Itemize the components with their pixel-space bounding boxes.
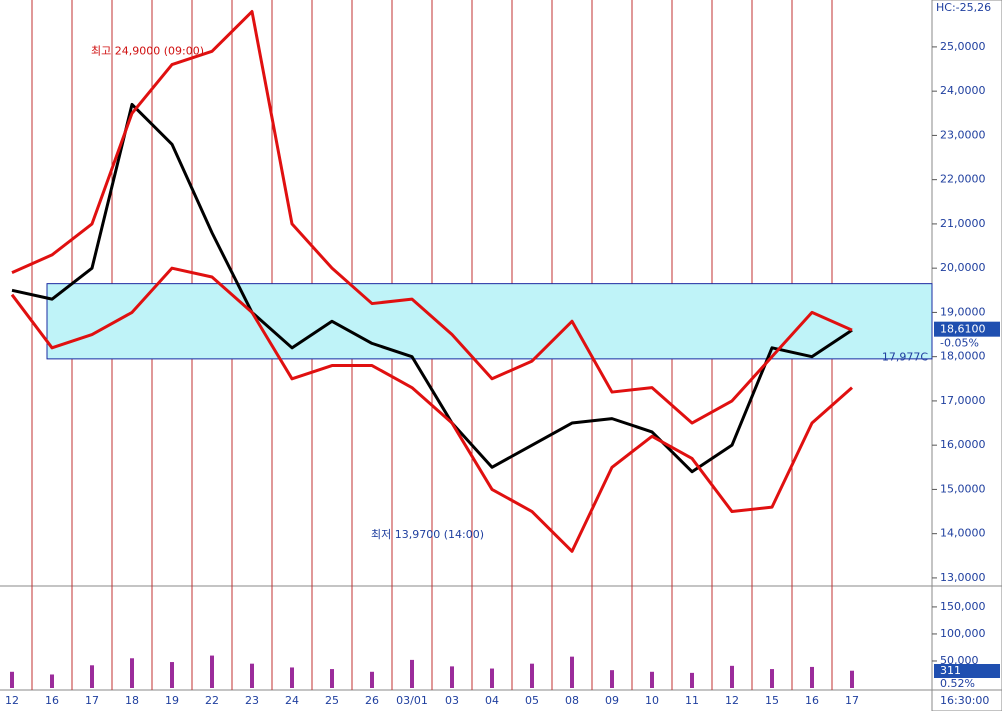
volume-last: 311 bbox=[940, 664, 961, 677]
ref-label: 17,977C bbox=[882, 351, 928, 364]
x-tick-label: 22 bbox=[205, 694, 219, 707]
time-label: 16:30:00 bbox=[940, 694, 989, 707]
x-tick-label: 10 bbox=[645, 694, 659, 707]
y-tick-label: 15,0000 bbox=[940, 482, 986, 495]
y-tick-label: 13,0000 bbox=[940, 571, 986, 584]
volume-bar bbox=[850, 670, 854, 688]
volume-bar bbox=[90, 665, 94, 688]
x-tick-label: 04 bbox=[485, 694, 499, 707]
volume-bar bbox=[690, 672, 694, 688]
volume-bar bbox=[50, 674, 54, 688]
volume-bar bbox=[370, 671, 374, 688]
volume-bar bbox=[250, 663, 254, 688]
x-tick-label: 19 bbox=[165, 694, 179, 707]
range-box bbox=[46, 283, 933, 360]
volume-bar bbox=[610, 670, 614, 688]
y-tick-label: 21,0000 bbox=[940, 217, 986, 230]
x-tick-label: 26 bbox=[365, 694, 379, 707]
x-tick-label: 17 bbox=[85, 694, 99, 707]
x-tick-label: 11 bbox=[685, 694, 699, 707]
y-tick-label: 16,0000 bbox=[940, 438, 986, 451]
y-tick-label: 23,0000 bbox=[940, 128, 986, 141]
last-price-box bbox=[934, 321, 1000, 337]
x-tick-label: 05 bbox=[525, 694, 539, 707]
y-tick-label: 24,0000 bbox=[940, 84, 986, 97]
volume-bar bbox=[570, 656, 574, 688]
y-tick-label: 25,0000 bbox=[940, 40, 986, 53]
x-tick-label: 23 bbox=[245, 694, 259, 707]
y-tick-label: 19,0000 bbox=[940, 305, 986, 318]
x-tick-label: 16 bbox=[805, 694, 819, 707]
x-tick-label: 17 bbox=[845, 694, 859, 707]
volume-bar bbox=[130, 658, 134, 688]
volume-last-pct: 0.52% bbox=[940, 677, 975, 690]
volume-bar bbox=[210, 655, 214, 688]
volume-last-box bbox=[934, 664, 1000, 678]
volume-bar bbox=[170, 662, 174, 688]
y-tick-label: 22,0000 bbox=[940, 173, 986, 186]
corner-label: HC:-25,26 bbox=[936, 1, 991, 14]
x-tick-label: 08 bbox=[565, 694, 579, 707]
x-tick-label: 25 bbox=[325, 694, 339, 707]
x-tick-label: 09 bbox=[605, 694, 619, 707]
annotation: 최고 24,9000 (09:00) bbox=[91, 44, 204, 57]
y-tick-label: 18,0000 bbox=[940, 350, 986, 363]
volume-bar bbox=[330, 669, 334, 688]
price-line bbox=[11, 10, 853, 425]
last-price-label: 18,6100 bbox=[940, 323, 986, 336]
x-tick-label: 16 bbox=[45, 694, 59, 707]
y-tick-label: 20,0000 bbox=[940, 261, 986, 274]
volume-bar bbox=[290, 667, 294, 688]
y-tick-label: 17,0000 bbox=[940, 394, 986, 407]
volume-bar bbox=[770, 669, 774, 688]
x-tick-label: 24 bbox=[285, 694, 299, 707]
price-axis-panel bbox=[931, 0, 1002, 712]
x-tick-label: 03/01 bbox=[396, 694, 428, 707]
x-tick-label: 12 bbox=[5, 694, 19, 707]
volume-tick-label: 50,000 bbox=[940, 654, 979, 667]
x-tick-label: 12 bbox=[725, 694, 739, 707]
volume-bar bbox=[530, 663, 534, 688]
volume-bar bbox=[450, 666, 454, 688]
annotation: 최저 13,9700 (14:00) bbox=[371, 528, 484, 541]
volume-tick-label: 100,000 bbox=[940, 627, 986, 640]
x-tick-label: 18 bbox=[125, 694, 139, 707]
x-tick-label: 03 bbox=[445, 694, 459, 707]
volume-bar bbox=[730, 665, 734, 688]
volume-bar bbox=[10, 671, 14, 688]
volume-bar bbox=[650, 671, 654, 688]
volume-tick-label: 150,000 bbox=[940, 600, 986, 613]
price-line bbox=[11, 102, 853, 474]
price-line bbox=[10, 266, 853, 553]
y-tick-label: 14,0000 bbox=[940, 527, 986, 540]
volume-bar bbox=[410, 659, 414, 688]
last-change: -0.05% bbox=[940, 337, 979, 350]
volume-bar bbox=[490, 668, 494, 688]
x-tick-label: 15 bbox=[765, 694, 779, 707]
volume-bar bbox=[810, 666, 814, 688]
